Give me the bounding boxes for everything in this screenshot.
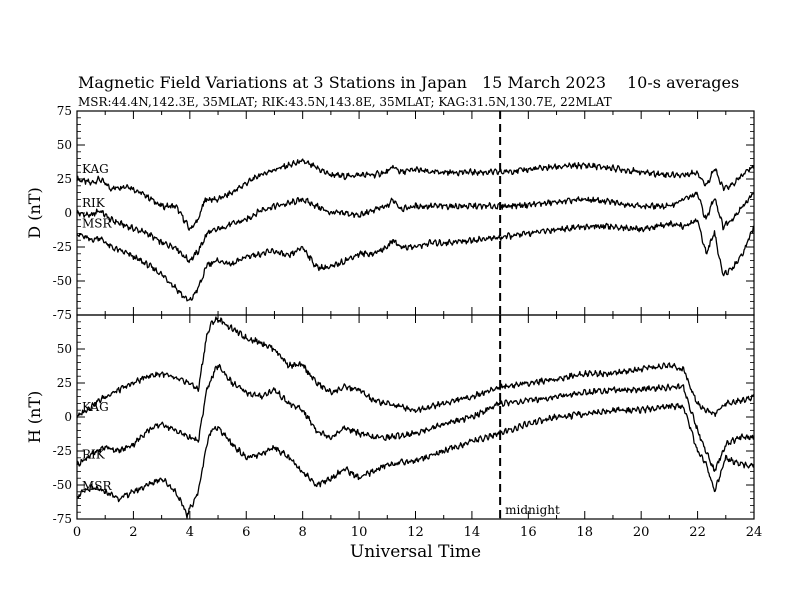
chart-averaging: 10-s averages xyxy=(627,73,739,92)
series-label-KAG: KAG xyxy=(82,162,109,176)
x-tick-label: 6 xyxy=(242,525,250,540)
series-line-D-KAG xyxy=(76,158,755,231)
panels: -75 -50 -25 0 25 50 75 D (nT) KAG RIK MSR -75 -50 -25… xyxy=(25,104,762,562)
x-axis-label: Universal Time xyxy=(350,542,481,562)
x-tick-label: 8 xyxy=(299,525,307,540)
y-tick-label: 25 xyxy=(57,376,72,390)
series-line-H-MSR xyxy=(77,402,755,519)
x-tick-label: 24 xyxy=(746,525,763,540)
chart-date: 15 March 2023 xyxy=(482,73,606,92)
x-tick-label: 14 xyxy=(464,525,481,540)
x-tick-label: 12 xyxy=(407,525,424,540)
series-label-MSR: MSR xyxy=(82,216,113,230)
y-tick-label: 50 xyxy=(57,138,72,152)
x-tick-label: 10 xyxy=(351,525,368,540)
x-tick-label: 2 xyxy=(129,525,137,540)
series-label-RIK: RIK xyxy=(82,196,106,210)
y-tick-label: -50 xyxy=(53,478,72,492)
y-tick-label: -75 xyxy=(53,512,72,526)
y-axis-label: H (nT) xyxy=(25,391,44,444)
x-tick-label: 18 xyxy=(576,525,593,540)
y-tick-label: 0 xyxy=(64,410,72,424)
x-tick-label: 0 xyxy=(73,525,81,540)
stations-info: MSR:44.4N,142.3E, 35MLAT; RIK:43.5N,143.… xyxy=(78,95,612,109)
x-tick-label: 16 xyxy=(520,525,537,540)
x-tick-label: 4 xyxy=(186,525,194,540)
x-tick-label: 20 xyxy=(633,525,650,540)
y-tick-label: -25 xyxy=(53,444,72,458)
series-line-H-KAG xyxy=(76,316,755,419)
chart-title: Magnetic Field Variations at 3 Stations … xyxy=(78,73,467,92)
y-tick-label: 75 xyxy=(57,104,72,118)
y-tick-label: 0 xyxy=(64,206,72,220)
series-label-RIK: RIK xyxy=(82,448,106,462)
series-line-H-RIK xyxy=(76,363,755,472)
y-tick-label: 25 xyxy=(57,172,72,186)
y-tick-label: -75 xyxy=(53,308,72,322)
y-tick-label: -25 xyxy=(53,240,72,254)
y-axis-label: D (nT) xyxy=(25,187,44,238)
y-tick-label: -50 xyxy=(53,274,72,288)
series-label-KAG: KAG xyxy=(82,400,109,414)
panel-frame-H xyxy=(76,314,755,520)
x-tick-label: 22 xyxy=(689,525,706,540)
series-label-MSR: MSR xyxy=(82,479,113,493)
series-line-D-MSR xyxy=(76,218,755,302)
midnight-label: midnight xyxy=(505,503,560,517)
series-line-D-RIK xyxy=(76,191,755,264)
y-tick-label: 50 xyxy=(57,342,72,356)
